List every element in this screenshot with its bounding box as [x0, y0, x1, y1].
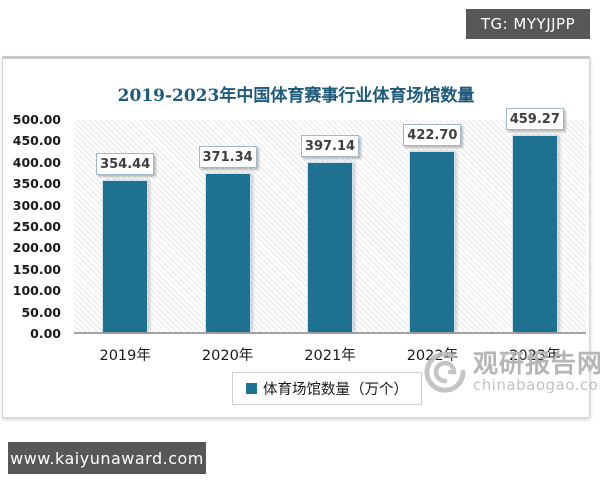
y-tick-label: 100.00 [12, 283, 61, 299]
x-tick-label-2021年: 2021年 [304, 348, 356, 364]
x-tick-label-2020年: 2020年 [201, 348, 254, 364]
y-tick-label: 300.00 [12, 197, 61, 213]
y-axis-labels: 500.00 450.00 400.00 350.00 300.00 250.00 200.… [3, 112, 65, 341]
y-tick-label: 500.00 [12, 112, 61, 127]
y-tick-label: 450.00 [12, 133, 61, 149]
value-label-2020年: 371.34 [198, 146, 257, 169]
value-label-2023年: 459.27 [505, 108, 564, 131]
x-tick-label-2022年: 2022年 [406, 348, 459, 364]
x-tick-label-2023年: 2023年 [509, 348, 561, 364]
y-tick-label: 400.00 [12, 154, 61, 170]
y-tick-label: 250.00 [12, 219, 61, 234]
bar-2019年 [102, 180, 149, 332]
value-label-2019年: 354.44 [96, 153, 155, 176]
bar-2020年 [204, 173, 251, 332]
y-tick-label: 50.00 [21, 304, 61, 320]
bar-2023年 [511, 135, 558, 332]
y-tick-label: 150.00 [12, 261, 61, 277]
y-tick-label: 200.00 [12, 240, 61, 256]
y-tick-label: 0.00 [30, 326, 61, 341]
website-badge: www.kaiyunaward.com [8, 442, 206, 474]
chart-title: 2019-2023年中国体育赛事行业体育场馆数量 [117, 86, 475, 106]
plot-area: 354.44 371.34 397.14 422.70 459.27 [74, 108, 586, 334]
telegram-badge: TG: MYYJJPP [466, 9, 590, 39]
bar-2021年 [307, 162, 353, 332]
bar-2022年 [409, 151, 456, 332]
legend: 体育场馆数量（万个） [232, 372, 422, 405]
value-label-2021年: 397.14 [301, 135, 359, 158]
chart-card: 2019-2023年中国体育赛事行业体育场馆数量 500.00 450.00 400… [2, 56, 600, 418]
legend-swatch-icon [246, 383, 257, 394]
value-label-2022年: 422.70 [403, 124, 462, 147]
watermark-site-url: chinabaogao.com [473, 375, 600, 394]
x-axis-labels: 2019年 2020年 2021年 2022年 2023年 [3, 344, 591, 366]
y-tick-label: 350.00 [12, 176, 61, 192]
x-tick-label-2019年: 2019年 [99, 348, 151, 364]
legend-label: 体育场馆数量（万个） [263, 382, 408, 398]
